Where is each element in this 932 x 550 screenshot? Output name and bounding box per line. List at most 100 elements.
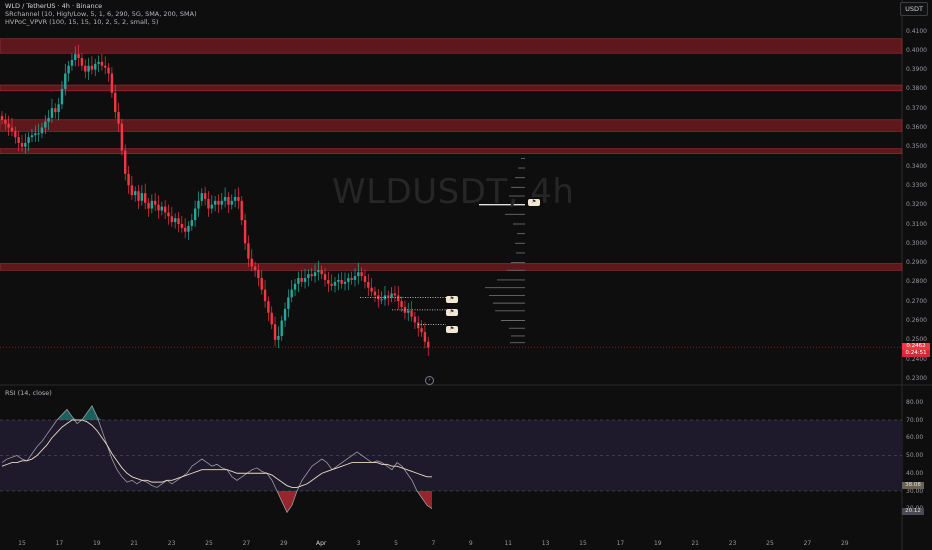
candle-body [100,61,104,66]
candle-body [303,278,307,282]
candle-body [4,119,7,124]
time-tick-label: 27 [242,540,251,547]
rsi-tick-label: 50.00 [906,452,924,459]
candle-body [203,193,207,199]
time-tick-label: 21 [691,540,700,547]
rsi-oversold-fill [427,491,432,509]
time-tick-label: 19 [653,540,662,547]
price-tick-label: 0.3500 [906,143,927,151]
candle-body [240,200,243,221]
price-tick-label: 0.3400 [906,162,927,170]
price-tick-label: 0.3800 [906,85,927,93]
candle-body [413,316,417,323]
price-tick-label: 0.2400 [906,355,927,363]
candle-body [177,218,180,224]
symbol-title[interactable]: WLD / TetherUS · 4h · Binance [5,2,103,10]
candle-body [243,220,247,244]
candle-body [70,59,74,66]
candle-body [17,137,20,143]
resistance-zone [0,119,903,132]
alert-lines [360,296,446,325]
time-tick-label: 25 [205,540,213,547]
indicator-vpvr-label[interactable]: HVPoC_VPVR (100, 15, 15, 10, 2, 5, 2, sm… [5,18,159,26]
candle-body [273,324,277,340]
candle-body [307,274,310,279]
time-tick-label: 7 [431,540,436,547]
candle-body [84,65,87,72]
resistance-zones [0,38,903,348]
candle-body [370,287,373,292]
candle-body [383,295,387,300]
candle-body [167,212,170,217]
price-tick-label: 0.3000 [906,239,927,247]
candle-body [60,88,64,105]
candle-body [343,281,347,284]
candle-body [114,92,117,113]
time-tick-label: 15 [579,540,587,547]
price-tick-label: 0.2800 [906,278,927,286]
candle-body [280,320,283,336]
candle-body [163,206,167,213]
candle-body [187,225,190,232]
candle-body [400,301,403,307]
rsi-line [1,405,433,514]
candle-body [223,196,227,201]
candle-body [37,133,40,135]
candle-body [380,299,383,301]
price-tick-label: 0.2300 [906,374,927,382]
time-tick-label: 15 [18,540,26,547]
candle-body [367,281,370,288]
candle-body [270,312,273,325]
indicator-srchannel-label[interactable]: SRchannel (10, High/Low, 5, 1, 6, 290, 5… [5,10,197,18]
candle-body [117,112,120,124]
alert-flag-icon[interactable]: ⚑ [446,296,458,303]
time-tick-label: 9 [468,540,473,547]
candle-body [40,127,44,134]
rsi-tick-label: 80.00 [906,398,924,406]
candle-body [54,108,57,113]
candle-body [14,131,17,138]
candle-body [290,289,293,298]
price-tick-label: 0.3100 [906,220,927,228]
rsi-pane [0,405,902,514]
rsi-overbought-fill [62,409,67,420]
candle-body [180,224,184,228]
candle-body [90,65,94,70]
candle-body [357,272,360,277]
candle-body [317,270,320,273]
rsi-overbought-fill [72,416,77,420]
price-tick-label: 0.2700 [906,297,927,305]
candle-body [120,123,124,151]
candle-body [153,200,157,205]
candle-body [20,142,24,147]
candle-body [150,200,154,209]
price-tick-label: 0.3900 [906,66,927,74]
alert-flag-icon[interactable]: ⚑ [528,199,540,206]
go-to-realtime-icon[interactable]: ⚡ [425,376,434,385]
rsi-indicator-label[interactable]: RSI (14, close) [5,389,52,397]
currency-button[interactable]: USDT [900,2,928,16]
candle-body [227,196,230,205]
candle-body [277,335,280,340]
candle-body [407,310,410,313]
alert-flag-icon[interactable]: ⚑ [446,326,458,333]
candle-body [393,293,397,296]
candle-body [44,121,47,128]
time-tick-label: 5 [394,540,398,547]
rsi-tick-label: 30.00 [906,487,924,495]
candle-body [24,142,27,147]
candle-body [80,58,84,66]
symbol-watermark: WLDUSDT, 4h [332,172,575,212]
candle-body [387,295,390,298]
candle-body [220,200,223,205]
candle-body [57,104,60,113]
candle-body [237,196,240,201]
candle-body [427,341,430,348]
alert-flag-icon[interactable]: ⚑ [446,309,458,316]
candle-body [10,127,14,132]
candle-body [397,295,400,302]
candle-body [104,65,107,68]
candle-body [147,202,150,209]
candle-body [87,65,90,72]
